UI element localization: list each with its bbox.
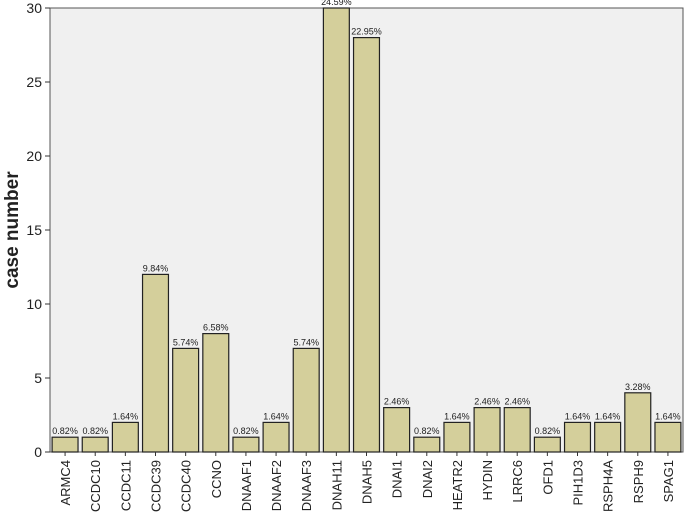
x-tick-label: ARMC4	[58, 460, 73, 506]
bar	[443, 421, 471, 453]
y-tick-label: 15	[26, 222, 42, 238]
bar	[594, 421, 622, 453]
x-tick-label: CCNO	[209, 460, 224, 498]
x-tick-label: DNAH11	[329, 460, 344, 510]
x-tick-label: DNAH5	[360, 460, 375, 504]
percent-label: 2.46%	[384, 397, 410, 407]
bar	[533, 436, 561, 453]
percent-label: 5.74%	[173, 337, 199, 347]
bar	[322, 7, 350, 453]
bar	[202, 333, 230, 453]
x-tick-label: LRRC6	[510, 460, 525, 503]
x-tick-label: DNAI1	[390, 460, 405, 498]
bar	[473, 407, 501, 453]
percent-label: 24.59%	[321, 0, 352, 7]
x-tick-label: OFD1	[540, 460, 555, 495]
percent-label: 2.46%	[504, 397, 530, 407]
bar	[262, 421, 290, 453]
x-tick-label: DNAI2	[420, 460, 435, 498]
x-tick-label: RSPH4A	[601, 460, 616, 512]
x-tick-label: DNAAF3	[299, 460, 314, 511]
bar	[503, 407, 531, 453]
bar	[232, 436, 260, 453]
x-tick-label: DNAAF1	[239, 460, 254, 511]
percent-label: 1.64%	[595, 411, 621, 421]
bar	[383, 407, 411, 453]
bar	[172, 347, 200, 453]
percent-label: 3.28%	[625, 382, 651, 392]
bar	[352, 36, 381, 453]
percent-label: 6.58%	[203, 323, 229, 333]
y-tick-label: 5	[34, 370, 42, 386]
percent-label: 1.64%	[655, 411, 681, 421]
x-tick-label: PIH1D3	[571, 460, 586, 506]
y-tick-label: 30	[26, 0, 42, 16]
percent-label: 5.74%	[293, 337, 319, 347]
bar	[563, 421, 592, 453]
percent-label: 2.46%	[474, 397, 500, 407]
percent-label: 0.82%	[414, 426, 440, 436]
x-tick-label: HEATR2	[450, 460, 465, 510]
y-axis-label: case number	[2, 171, 23, 289]
percent-label: 0.82%	[82, 426, 108, 436]
x-tick-label: HYDIN	[480, 460, 495, 500]
bar	[51, 436, 79, 453]
x-tick-label: CCDC10	[88, 460, 103, 512]
x-tick-label: CCDC39	[149, 460, 164, 512]
percent-label: 1.64%	[444, 411, 470, 421]
y-tick-label: 10	[26, 296, 42, 312]
bar	[111, 421, 139, 453]
x-tick-label: DNAAF2	[269, 460, 284, 511]
percent-label: 1.64%	[113, 411, 139, 421]
bar	[654, 421, 682, 453]
bar	[141, 273, 170, 453]
y-tick-label: 0	[34, 444, 42, 460]
percent-label: 0.82%	[233, 426, 259, 436]
percent-label: 0.82%	[535, 426, 561, 436]
percent-label: 0.82%	[52, 426, 78, 436]
percent-label: 1.64%	[263, 411, 289, 421]
percent-label: 22.95%	[351, 27, 382, 37]
percent-label: 9.84%	[143, 263, 169, 273]
x-tick-label: CCDC11	[118, 460, 133, 511]
percent-label: 1.64%	[565, 411, 591, 421]
bar	[624, 392, 652, 453]
x-tick-label: RSPH9	[631, 460, 646, 503]
x-tick-label: CCDC40	[179, 460, 194, 512]
bar	[413, 436, 441, 453]
bar	[292, 347, 320, 453]
bar	[81, 436, 109, 453]
x-tick-label: SPAG1	[661, 460, 676, 502]
y-tick-label: 25	[26, 74, 42, 90]
y-tick-label: 20	[26, 148, 42, 164]
